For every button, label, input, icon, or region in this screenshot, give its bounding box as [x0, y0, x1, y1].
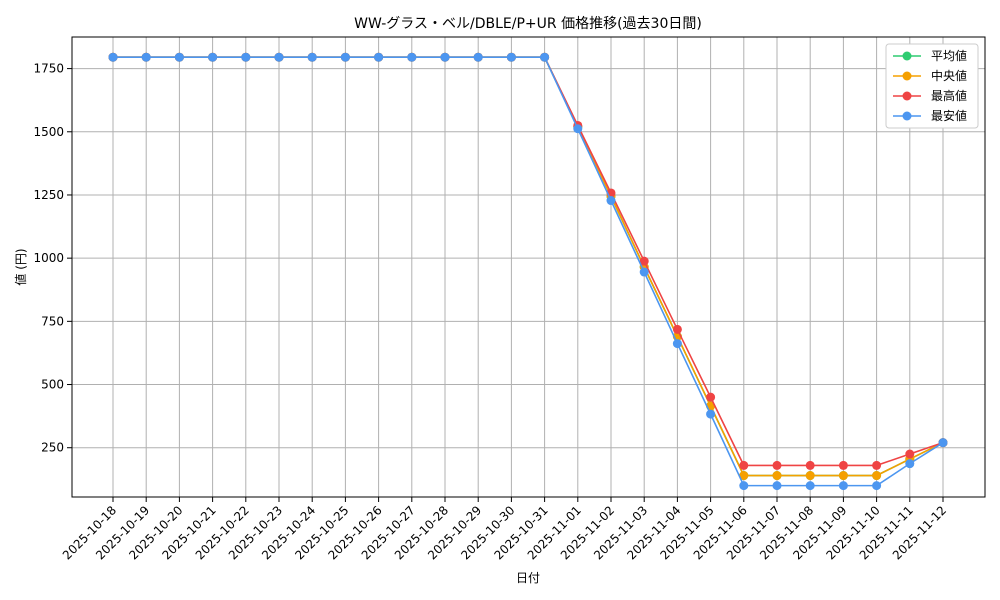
y-tick-label: 1000: [33, 251, 64, 265]
y-tick-label: 1500: [33, 125, 64, 139]
legend-box: [885, 43, 979, 129]
data-point: [739, 460, 749, 470]
data-point: [706, 392, 716, 402]
data-point: [141, 52, 151, 62]
y-tick-label: 500: [41, 378, 64, 392]
data-point: [407, 52, 417, 62]
legend-label: 最安値: [931, 108, 967, 123]
legend-marker: [902, 71, 912, 81]
data-point: [772, 460, 782, 470]
data-point: [805, 481, 815, 491]
y-tick-label: 1250: [33, 188, 64, 202]
data-point: [672, 324, 682, 334]
data-point: [241, 52, 251, 62]
series-line: [113, 56, 944, 487]
data-point: [672, 339, 682, 349]
data-point: [274, 52, 284, 62]
legend-marker: [902, 51, 912, 61]
data-point: [772, 471, 782, 481]
data-point: [739, 471, 749, 481]
data-point: [905, 449, 915, 459]
data-point: [473, 52, 483, 62]
data-point: [606, 196, 616, 206]
data-point: [440, 52, 450, 62]
data-point: [872, 481, 882, 491]
plot-area-frame: [71, 36, 986, 498]
data-point: [838, 481, 848, 491]
data-point: [540, 52, 550, 62]
data-point: [174, 52, 184, 62]
data-point: [805, 471, 815, 481]
data-point: [108, 52, 118, 62]
data-point: [938, 438, 948, 448]
data-point: [805, 460, 815, 470]
data-point: [706, 409, 716, 419]
data-point: [208, 52, 218, 62]
data-point: [506, 52, 516, 62]
legend-marker: [902, 91, 912, 101]
data-point: [374, 52, 384, 62]
legend-marker: [902, 111, 912, 121]
legend-label: 平均値: [931, 48, 967, 63]
series-4: [108, 52, 948, 491]
data-point: [872, 471, 882, 481]
data-point: [639, 256, 649, 266]
data-point: [340, 52, 350, 62]
series-layer: [108, 52, 948, 491]
data-point: [307, 52, 317, 62]
x-axis-label: 日付: [516, 571, 540, 585]
y-tick-label: 1750: [33, 62, 64, 76]
data-point: [772, 481, 782, 491]
y-tick-label: 250: [41, 441, 64, 455]
y-axis-label: 値 (円): [13, 248, 28, 285]
data-point: [639, 267, 649, 277]
data-point: [573, 124, 583, 134]
y-tick-label: 750: [41, 314, 64, 328]
grid-lines: [72, 37, 985, 497]
chart-title: WW-グラス・ベル/DBLE/P+UR 価格推移(過去30日間): [354, 16, 702, 32]
legend-label: 最高値: [931, 88, 967, 103]
data-point: [838, 460, 848, 470]
data-point: [838, 471, 848, 481]
y-axis-ticks: 250 500 750 1000 1250 1500 1750: [33, 62, 72, 455]
legend-label: 中央値: [931, 68, 967, 83]
data-point: [872, 460, 882, 470]
data-point: [905, 459, 915, 469]
data-point: [739, 481, 749, 491]
